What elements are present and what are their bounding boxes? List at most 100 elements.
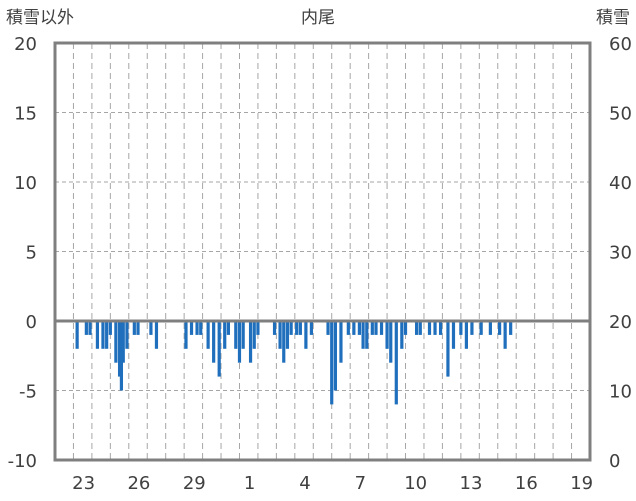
bar xyxy=(149,321,153,335)
right-tick-label: 10 xyxy=(609,382,632,403)
bar xyxy=(223,321,227,349)
bar xyxy=(389,321,393,363)
x-tick-label: 26 xyxy=(127,473,150,494)
bar xyxy=(195,321,199,335)
bar xyxy=(446,321,450,377)
bar xyxy=(154,321,159,349)
bar xyxy=(427,321,432,335)
left-tick-label: 5 xyxy=(26,243,37,264)
left-axis-label: 積雪以外 xyxy=(6,8,74,28)
bar xyxy=(438,321,443,335)
x-tick-label: 13 xyxy=(460,473,483,494)
bar xyxy=(189,321,194,335)
bar xyxy=(256,321,260,335)
x-tick-label: 19 xyxy=(570,473,593,494)
gridlines xyxy=(55,43,590,460)
bar xyxy=(272,321,277,335)
right-tick-label: 30 xyxy=(609,243,632,264)
bar xyxy=(479,321,483,335)
bar xyxy=(418,321,422,335)
left-tick-label: 15 xyxy=(14,104,37,125)
left-tick-label: 20 xyxy=(14,34,37,55)
left-tick-label: -5 xyxy=(19,382,37,403)
bar xyxy=(333,321,338,391)
x-tick-label: 23 xyxy=(72,473,95,494)
x-axis-ticks: 23 26 29 1 4 7 10 13 16 19 xyxy=(72,473,593,494)
bar xyxy=(361,321,365,349)
bar xyxy=(101,321,105,349)
bar xyxy=(285,321,290,349)
right-tick-label: 20 xyxy=(609,312,632,333)
x-tick-label: 16 xyxy=(515,473,538,494)
bar xyxy=(488,321,492,335)
bar xyxy=(374,321,378,335)
bar xyxy=(339,321,343,363)
left-tick-label: 0 xyxy=(26,312,37,333)
bar xyxy=(414,321,419,335)
bar xyxy=(385,321,389,349)
bar xyxy=(136,321,140,335)
bar xyxy=(84,321,88,335)
bar xyxy=(125,321,129,349)
bar xyxy=(298,321,302,335)
x-tick-label: 4 xyxy=(299,473,310,494)
right-axis-label: 積雪 xyxy=(596,8,630,28)
bar xyxy=(217,321,221,377)
bar xyxy=(400,321,404,349)
plot-frame xyxy=(53,41,592,462)
bar xyxy=(282,321,286,363)
bar xyxy=(464,321,468,349)
bar xyxy=(330,321,334,405)
bar xyxy=(509,321,513,335)
bar xyxy=(394,321,398,405)
bar xyxy=(121,321,125,363)
left-axis-ticks: 20 15 10 5 0 -5 -10 xyxy=(8,34,37,472)
bar xyxy=(105,321,109,349)
bar xyxy=(237,321,242,363)
x-tick-label: 29 xyxy=(183,473,206,494)
bar xyxy=(433,321,437,335)
bar xyxy=(226,321,231,335)
bar xyxy=(108,321,112,335)
bar xyxy=(252,321,256,349)
left-tick-label: -10 xyxy=(8,451,37,472)
left-tick-label: 10 xyxy=(14,173,37,194)
bar xyxy=(184,321,188,349)
right-tick-label: 40 xyxy=(609,173,632,194)
x-tick-label: 7 xyxy=(355,473,366,494)
bar xyxy=(451,321,456,349)
bar xyxy=(75,321,79,349)
right-tick-label: 0 xyxy=(609,451,620,472)
bar xyxy=(503,321,507,349)
bar xyxy=(365,321,369,349)
bar xyxy=(370,321,374,335)
right-tick-label: 60 xyxy=(609,34,632,55)
bar xyxy=(289,321,293,335)
bar xyxy=(119,321,124,391)
bar xyxy=(95,321,100,349)
bar xyxy=(304,321,308,349)
bar xyxy=(88,321,92,335)
bar xyxy=(199,321,203,335)
bars xyxy=(75,321,513,405)
bar xyxy=(379,321,384,335)
chart-title: 内尾 xyxy=(301,8,335,28)
bar xyxy=(132,321,136,335)
bar xyxy=(206,321,210,349)
bar xyxy=(278,321,282,349)
bar xyxy=(403,321,408,335)
bar xyxy=(346,321,350,335)
bar xyxy=(459,321,463,335)
bar xyxy=(117,321,122,377)
bar xyxy=(326,321,330,335)
right-tick-label: 50 xyxy=(609,104,632,125)
bar xyxy=(114,321,118,363)
bar xyxy=(309,321,314,335)
x-tick-label: 10 xyxy=(404,473,427,494)
bar xyxy=(352,321,356,335)
bar xyxy=(212,321,216,363)
bar xyxy=(241,321,245,349)
bar xyxy=(357,321,361,335)
bar xyxy=(498,321,502,335)
